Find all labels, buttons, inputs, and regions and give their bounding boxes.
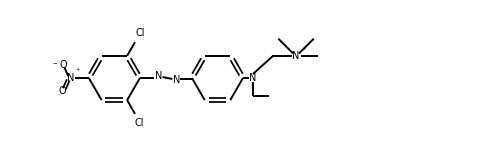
- Text: Cl: Cl: [134, 118, 143, 128]
- Text: $^-$: $^-$: [51, 60, 58, 69]
- Text: $^+$: $^+$: [299, 46, 306, 52]
- Text: $^+$: $^+$: [74, 68, 81, 74]
- Text: Cl: Cl: [135, 28, 144, 38]
- Text: O: O: [60, 60, 67, 70]
- Text: N: N: [249, 73, 256, 83]
- Text: N: N: [172, 75, 180, 85]
- Text: O: O: [59, 86, 66, 96]
- Text: N: N: [292, 51, 299, 61]
- Text: N: N: [67, 73, 75, 83]
- Text: N: N: [155, 71, 162, 81]
